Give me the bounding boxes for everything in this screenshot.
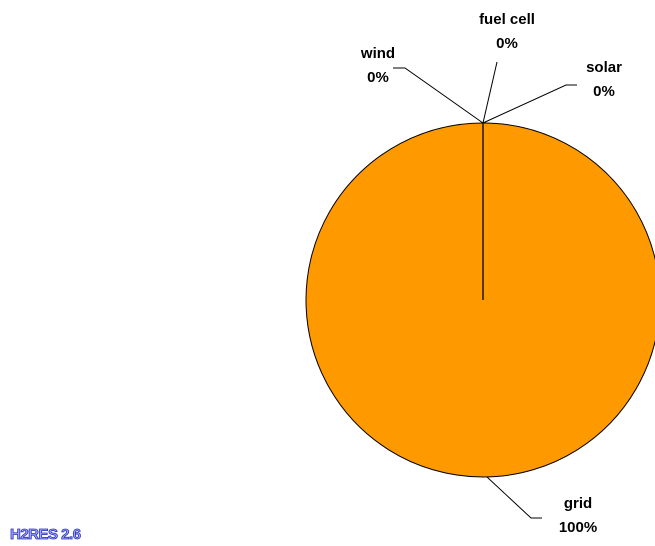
leader-line	[486, 476, 542, 519]
leader-line	[393, 67, 484, 124]
value-label: 100%	[559, 519, 597, 536]
value-label: 0%	[593, 83, 615, 100]
slice-label: wind	[360, 45, 395, 62]
value-label: 0%	[367, 69, 389, 86]
slice-label: fuel cell	[479, 11, 535, 28]
value-label: 0%	[496, 35, 518, 52]
leader-line	[482, 61, 498, 124]
leader-line	[482, 84, 577, 124]
slice-label: solar	[586, 59, 622, 76]
logo: H2RES 2.6	[10, 526, 81, 543]
slice-label: grid	[564, 495, 592, 512]
pie-slice	[305, 122, 655, 478]
